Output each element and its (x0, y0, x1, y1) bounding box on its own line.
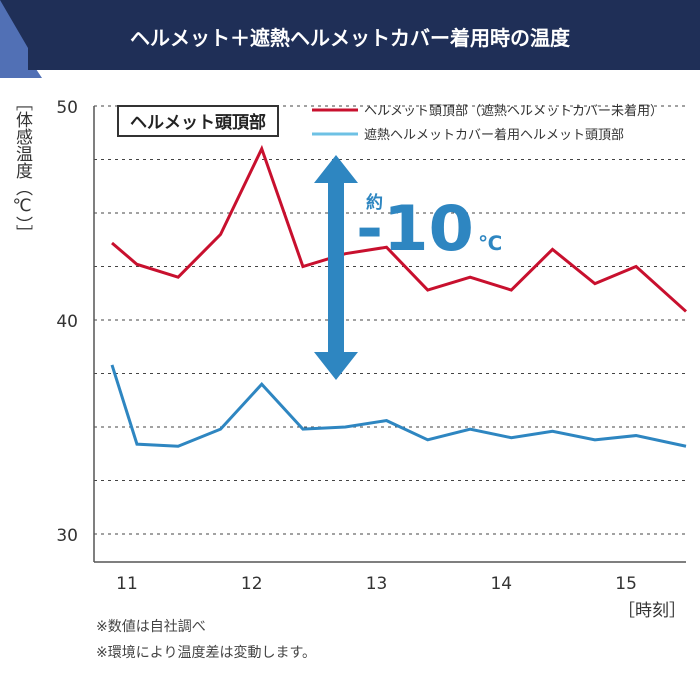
annotation-box-label: ヘルメット頭頂部 (130, 112, 266, 133)
annotation-box-frame (117, 105, 279, 137)
series-lines (110, 144, 688, 448)
difference-arrow-shape (314, 155, 358, 380)
y-tick-label: 50 (56, 98, 78, 118)
x-axis-label: ［時刻］ (618, 601, 686, 621)
banner-accent (0, 0, 42, 78)
axes (93, 106, 686, 563)
footnote-disclaimer: ※環境により温度差は変動します。 (96, 645, 317, 661)
series-line-0 (111, 144, 688, 313)
banner-background (0, 0, 700, 70)
x-tick-label: 13 (366, 574, 388, 594)
difference-label: 約 -10 ℃ (356, 192, 502, 265)
y-tick-label: 40 (56, 312, 78, 332)
x-tick-label: 11 (116, 574, 138, 594)
difference-arrow-icon (314, 155, 358, 380)
x-tick-label: 12 (241, 574, 263, 594)
grid-lines (94, 105, 686, 535)
series-line-1 (110, 364, 687, 448)
legend: ヘルメット頭頂部（遮熱ヘルメットカバー未着用） 遮熱ヘルメットカバー着用ヘルメッ… (312, 103, 663, 143)
footnotes: ※数値は自社調べ ※環境により温度差は変動します。 (96, 614, 316, 666)
difference-value: -10 (356, 192, 474, 265)
y-tick-label: 30 (56, 526, 78, 546)
title-banner: ヘルメット＋遮熱ヘルメットカバー着用時の温度 (0, 0, 700, 78)
chart-title: ヘルメット＋遮熱ヘルメットカバー着用時の温度 (130, 26, 571, 50)
x-tick-label: 14 (490, 574, 512, 594)
legend-label-uncovered: ヘルメット頭頂部（遮熱ヘルメットカバー未着用） (364, 103, 663, 119)
footnote-source: ※数値は自社調べ (96, 619, 206, 635)
annotation-box: ヘルメット頭頂部 (117, 105, 279, 137)
y-axis-label: ［体感温度（℃）］ (12, 94, 33, 242)
x-tick-labels: 11 12 13 14 15 (116, 574, 637, 594)
legend-label-covered: 遮熱ヘルメットカバー着用ヘルメット頭頂部 (364, 127, 624, 143)
y-tick-labels: 30 40 50 (56, 98, 78, 546)
x-tick-label: 15 (615, 574, 637, 594)
difference-unit: ℃ (478, 231, 502, 255)
difference-prefix: 約 (366, 192, 383, 213)
